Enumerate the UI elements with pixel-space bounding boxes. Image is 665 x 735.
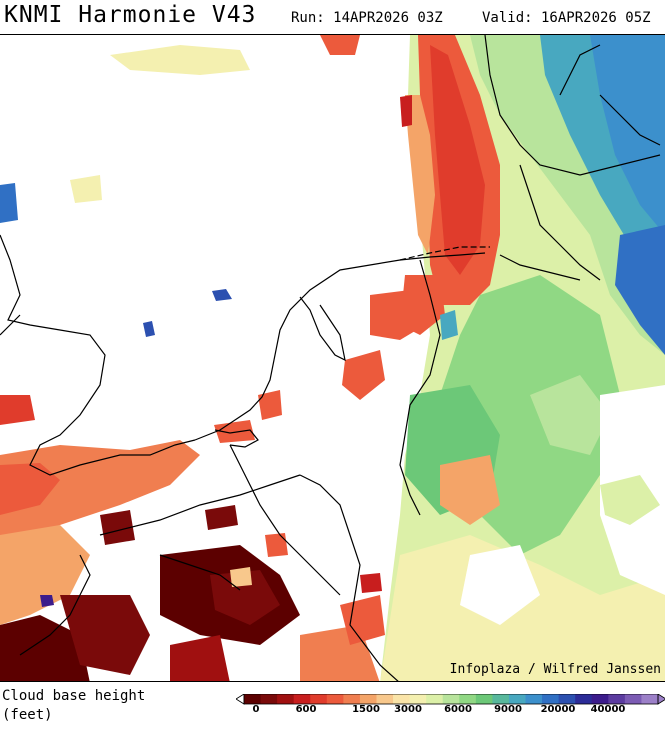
colorbar-swatch bbox=[575, 694, 593, 704]
colorbar-swatch bbox=[244, 694, 262, 704]
cloud-field-southwest bbox=[0, 395, 385, 681]
colorbar-swatch bbox=[508, 694, 527, 704]
map-canvas bbox=[0, 35, 665, 681]
colorbar-swatch bbox=[409, 694, 427, 704]
colorbar-swatch bbox=[293, 694, 311, 704]
low-cloud-band bbox=[214, 35, 500, 525]
colorbar-swatch bbox=[359, 694, 377, 704]
colorbar-swatch bbox=[641, 694, 659, 704]
colorbar-tick-label: 0 bbox=[252, 704, 260, 715]
colorbar-swatch bbox=[591, 694, 609, 704]
colorbar-swatch bbox=[542, 694, 560, 704]
legend-variable-name: Cloud base height bbox=[2, 688, 146, 704]
national-border-dashed bbox=[399, 246, 490, 261]
colorbar-arrow-left bbox=[236, 694, 245, 705]
run-time-label: Run: 14APR2026 03Z bbox=[291, 10, 443, 26]
colorbar-tick-label: 9000 bbox=[494, 704, 522, 715]
colorbar-swatch bbox=[608, 694, 626, 704]
colorbar bbox=[236, 694, 665, 705]
colorbar-tick-label: 1500 bbox=[352, 704, 380, 715]
colorbar-swatch bbox=[492, 694, 510, 704]
legend-variable-label: Cloud base height (feet) bbox=[2, 687, 202, 725]
colorbar-tick-labels: 0 600 1500 3000 6000 9000 20000 40000 bbox=[236, 704, 665, 718]
colorbar-swatch bbox=[277, 694, 295, 704]
colorbar-tick-label: 6000 bbox=[444, 704, 472, 715]
colorbar-outline bbox=[243, 694, 659, 705]
colorbar-swatch bbox=[475, 694, 493, 704]
colorbar-swatch bbox=[442, 694, 460, 704]
colorbar-tick-label: 600 bbox=[295, 704, 317, 715]
forecast-map: Infoplaza / Wilfred Janssen bbox=[0, 34, 665, 682]
legend-area: Cloud base height (feet) 0 600 1500 3000 600… bbox=[0, 682, 665, 735]
colorbar-swatch bbox=[426, 694, 444, 704]
legend-variable-unit: (feet) bbox=[2, 707, 53, 723]
scattered-patches bbox=[0, 45, 660, 607]
colorbar-swatch bbox=[624, 694, 642, 704]
colorbar-swatch bbox=[393, 694, 411, 704]
colorbar-swatch bbox=[310, 694, 328, 704]
valid-time-label: Valid: 16APR2026 05Z bbox=[482, 10, 651, 26]
colorbar-swatch bbox=[260, 694, 278, 704]
coastlines bbox=[0, 35, 661, 681]
colorbar-swatch bbox=[376, 694, 394, 704]
map-credit: Infoplaza / Wilfred Janssen bbox=[449, 662, 661, 677]
title-bar: KNMI Harmonie V43 Run: 14APR2026 03Z Val… bbox=[0, 0, 665, 34]
colorbar-swatch bbox=[525, 694, 543, 704]
colorbar-swatch bbox=[459, 694, 477, 704]
colorbar-arrow-right bbox=[657, 694, 665, 705]
model-title: KNMI Harmonie V43 bbox=[4, 2, 257, 28]
colorbar-tick-label: 3000 bbox=[394, 704, 422, 715]
colorbar-tick-label: 20000 bbox=[540, 704, 576, 715]
colorbar-swatch bbox=[558, 694, 576, 704]
colorbar-swatch bbox=[326, 694, 344, 704]
colorbar-swatch bbox=[343, 694, 361, 704]
colorbar-tick-label: 40000 bbox=[590, 704, 626, 715]
